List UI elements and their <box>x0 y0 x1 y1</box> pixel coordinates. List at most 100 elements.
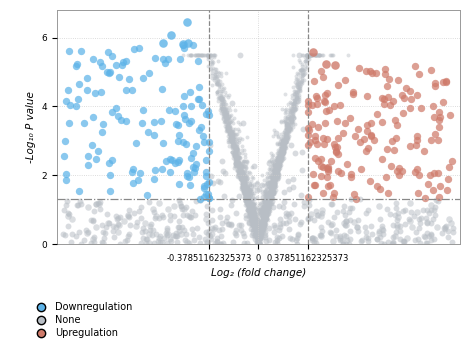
Point <box>252 231 259 236</box>
Point <box>383 147 391 152</box>
Point <box>278 144 285 149</box>
Point <box>231 145 239 151</box>
Point <box>393 224 401 230</box>
Point <box>280 147 287 153</box>
Point <box>269 191 277 197</box>
Point <box>237 171 245 176</box>
Point <box>83 75 91 80</box>
Point <box>249 217 257 222</box>
Point <box>251 227 259 233</box>
Point <box>241 184 249 190</box>
Point <box>276 155 284 160</box>
Point <box>259 201 267 207</box>
Point <box>272 176 280 181</box>
Point <box>277 147 285 153</box>
Point <box>240 185 247 191</box>
Point <box>277 156 284 161</box>
Point <box>267 181 274 187</box>
Point <box>238 176 246 181</box>
Point <box>226 136 234 141</box>
Point <box>345 52 352 58</box>
Point <box>407 210 414 215</box>
Point <box>249 218 257 223</box>
Point <box>87 218 95 223</box>
Point <box>267 191 275 196</box>
Point <box>265 197 273 202</box>
Point <box>256 236 264 241</box>
Point <box>262 202 269 207</box>
Point <box>268 154 276 159</box>
Point <box>273 166 281 172</box>
Point <box>254 230 261 235</box>
Point <box>266 204 274 209</box>
Point <box>239 176 247 182</box>
Point <box>262 217 269 222</box>
Point <box>287 126 295 132</box>
Point <box>329 195 337 200</box>
Point <box>365 235 372 240</box>
Point <box>283 123 290 128</box>
Point <box>74 202 82 208</box>
Point <box>239 177 247 182</box>
Point <box>297 79 304 84</box>
Point <box>224 113 231 118</box>
Point <box>238 169 246 174</box>
Point <box>254 180 261 185</box>
Point <box>221 109 228 115</box>
Point <box>268 183 275 189</box>
Point <box>244 186 252 191</box>
Point <box>246 204 253 209</box>
Point <box>215 98 222 103</box>
Point <box>392 229 400 235</box>
Point <box>345 241 353 247</box>
Point <box>272 177 279 183</box>
Point <box>291 79 299 85</box>
Point <box>225 122 233 127</box>
Point <box>234 173 242 179</box>
Point <box>246 211 254 216</box>
Point <box>231 140 239 145</box>
Point <box>246 203 254 208</box>
Point <box>232 227 240 233</box>
Point <box>237 175 245 180</box>
Point <box>262 221 269 227</box>
Point <box>224 122 232 128</box>
Point <box>252 229 259 235</box>
Point <box>248 199 255 204</box>
Point <box>193 226 201 231</box>
Point <box>281 138 289 143</box>
Point <box>269 191 277 196</box>
Point <box>255 237 263 242</box>
Point <box>250 190 257 195</box>
Point <box>252 230 260 235</box>
Point <box>414 209 421 214</box>
Point <box>237 174 245 179</box>
Point <box>262 203 269 208</box>
Point <box>275 157 283 162</box>
Point <box>247 208 255 213</box>
Point <box>157 119 164 124</box>
Point <box>250 220 257 226</box>
Point <box>240 183 248 188</box>
Point <box>249 213 257 218</box>
Point <box>235 193 243 198</box>
Point <box>278 145 285 151</box>
Point <box>264 195 271 201</box>
Point <box>266 199 274 204</box>
Point <box>257 210 265 216</box>
Point <box>266 191 274 196</box>
Point <box>251 218 258 224</box>
Point <box>246 211 254 216</box>
Point <box>232 232 240 238</box>
Point <box>364 128 371 134</box>
Point <box>240 170 248 175</box>
Point <box>235 163 242 168</box>
Point <box>277 152 285 158</box>
Point <box>287 117 294 122</box>
Point <box>269 185 277 190</box>
Point <box>236 163 244 168</box>
Point <box>229 240 237 245</box>
Point <box>289 103 297 108</box>
Point <box>183 239 191 244</box>
Point <box>266 189 274 194</box>
